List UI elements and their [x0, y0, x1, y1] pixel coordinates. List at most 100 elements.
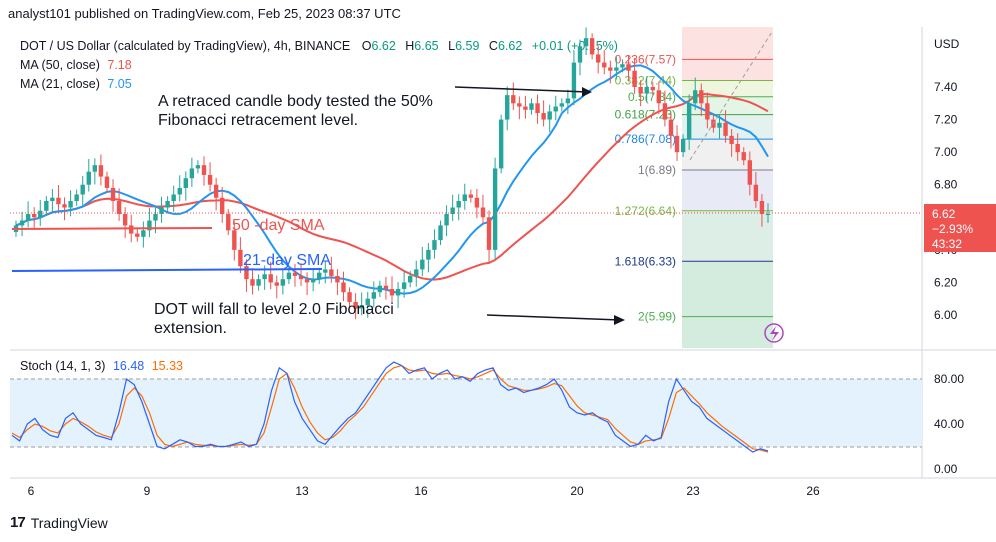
fib-level-label: 0.236(7.57): [615, 52, 676, 66]
candle-body: [541, 113, 546, 120]
fall-arrowhead: [614, 315, 625, 325]
candle-body: [407, 275, 413, 283]
high-value: 6.65: [414, 39, 439, 53]
fib-band: [682, 139, 773, 171]
fibonacci-layer: 0.236(7.57)0.382(7.44)0.5(7.34)0.618(7.2…: [615, 27, 773, 348]
fib-band: [682, 80, 773, 97]
fib-level-label: 0.5(7.34): [628, 90, 676, 104]
candle-body: [38, 210, 43, 218]
candle-body: [383, 285, 389, 289]
candle-body: [547, 111, 552, 120]
candle-body: [559, 103, 565, 107]
candle-body: [523, 106, 528, 110]
candle-body: [292, 272, 298, 276]
candle-body: [723, 122, 728, 136]
candle-body: [141, 230, 146, 237]
candle-body: [414, 269, 419, 276]
fib-level-label: 2(5.99): [638, 310, 676, 324]
candle-body: [517, 103, 522, 107]
time-tick-label: 9: [144, 484, 151, 498]
candle-body: [31, 214, 37, 218]
stoch-tick-label: 0.00: [934, 462, 958, 476]
candle-body: [353, 301, 358, 309]
candle-body: [226, 214, 231, 231]
candle-body: [644, 87, 649, 94]
sma21-guide-line: [11, 268, 323, 272]
candle-body: [529, 103, 534, 110]
candle-body: [468, 194, 474, 198]
time-tick-label: 26: [806, 484, 820, 498]
price-pane[interactable]: [10, 27, 922, 348]
candle-body: [426, 249, 431, 260]
symbol-legend: DOT / US Dollar (calculated by TradingVi…: [20, 39, 618, 53]
stoch-legend-label: Stoch (14, 1, 3): [20, 359, 106, 373]
candle-body: [395, 288, 401, 296]
price-tick-label: 6.20: [934, 275, 958, 289]
candle-body: [650, 87, 655, 91]
stoch-k-value: 16.48: [112, 359, 145, 373]
candle-body: [462, 194, 467, 201]
price-tick-label: 7.00: [934, 145, 958, 159]
bar-countdown: 43:32: [932, 237, 962, 251]
stoch-tick-label: 40.00: [934, 417, 964, 431]
tradingview-logo[interactable]: 17 TradingView: [10, 514, 108, 531]
fall-arrow: [486, 314, 621, 321]
lightning-icon[interactable]: [764, 323, 784, 343]
time-tick-label: 6: [28, 484, 35, 498]
candle-body: [432, 240, 437, 250]
candle-body: [632, 70, 637, 87]
candle-body: [19, 220, 25, 226]
candles: [13, 27, 771, 320]
candle-body: [583, 38, 589, 47]
ma-path: [15, 93, 769, 281]
candle-body: [116, 201, 122, 215]
candle-body: [310, 279, 316, 283]
candle-body: [662, 103, 668, 120]
candle-body: [511, 95, 516, 104]
tradingview-brand: TradingView: [30, 514, 108, 531]
candle-body: [183, 178, 189, 188]
candle-body: [474, 197, 480, 208]
candle-body: [56, 197, 61, 205]
ma50-legend-value: 7.18: [107, 58, 132, 72]
price-tick-label: 7.40: [934, 80, 958, 94]
low-label: L: [448, 39, 456, 53]
fib-band: [682, 27, 773, 60]
candle-body: [171, 194, 176, 201]
candle-body: [122, 214, 128, 226]
candle-body: [129, 225, 134, 234]
candle-body: [450, 207, 455, 215]
candle-body: [219, 197, 225, 215]
candle-body: [686, 103, 692, 140]
candle-body: [614, 67, 619, 71]
fib-band: [682, 316, 773, 348]
stoch-tick-label: 80.00: [934, 372, 964, 386]
last-change: −2.93%: [932, 222, 973, 236]
candle-body: [50, 197, 55, 201]
candle-body: [608, 67, 613, 71]
candle-body: [286, 272, 292, 280]
price-tick-label: 6.00: [934, 308, 958, 322]
candle-body: [268, 274, 273, 283]
candle-body: [595, 54, 601, 63]
candle-body: [420, 259, 425, 270]
close-value: 6.62: [497, 39, 523, 53]
ma50-legend-label: MA (50, close): [20, 58, 100, 72]
candle-body: [262, 274, 267, 280]
candle-body: [589, 38, 595, 55]
candle-body: [177, 187, 182, 195]
candle-body: [25, 214, 31, 221]
publisher-line: analyst101 published on TradingView.com,…: [8, 6, 401, 21]
candle-body: [638, 87, 643, 94]
candle-body: [693, 90, 698, 104]
candle-body: [535, 103, 540, 114]
candle-body: [62, 204, 67, 208]
time-tick-label: 16: [414, 484, 428, 498]
fall-annotation-line2: extension.: [154, 320, 227, 337]
candle-body: [480, 207, 486, 218]
stoch-d-value: 15.33: [151, 359, 183, 373]
candle-body: [626, 64, 631, 71]
candle-body: [444, 214, 449, 226]
fib-band: [682, 261, 773, 317]
